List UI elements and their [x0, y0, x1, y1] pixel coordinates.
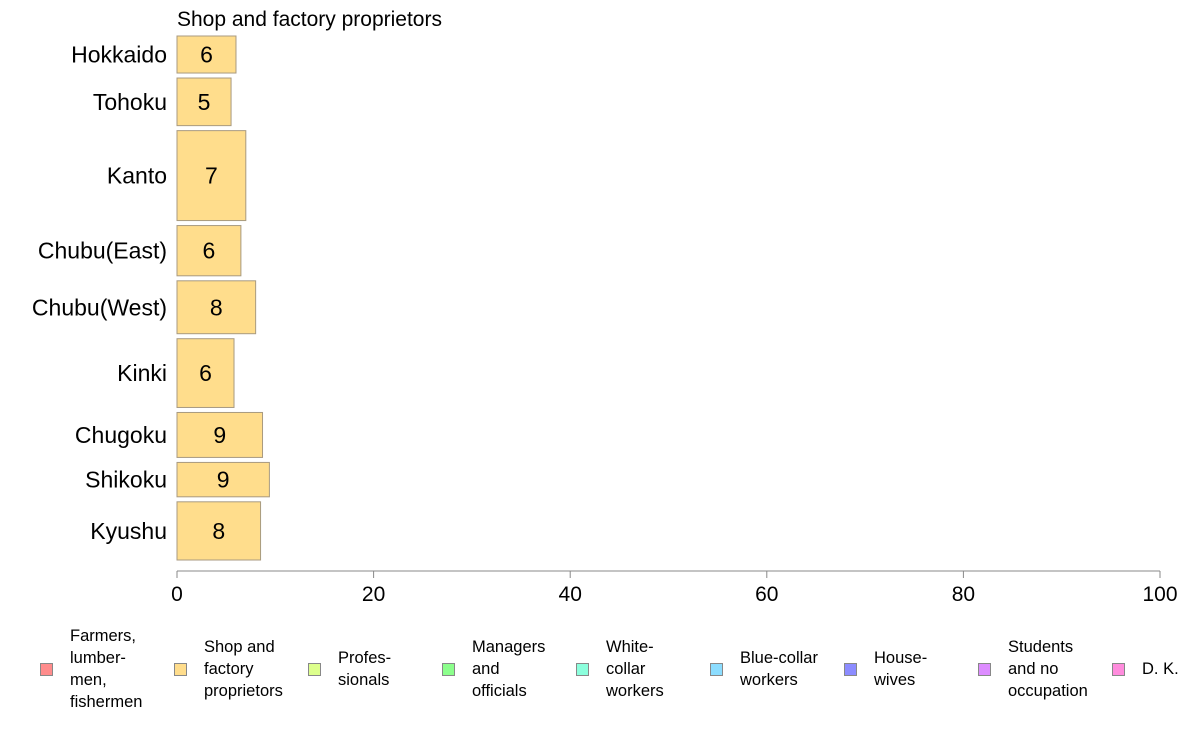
category-label: Chugoku [75, 422, 167, 448]
bar-value-label: 8 [210, 294, 223, 320]
bar-value-label: 9 [213, 422, 226, 448]
legend-label: Managers and officials [472, 638, 546, 700]
bar [176, 461, 270, 498]
bar-value-label: 5 [198, 89, 211, 115]
legend-swatch [308, 662, 321, 676]
legend: Farmers, lumber- men, fishermen Shop and … [28, 624, 1188, 724]
legend-item: Students and no occupation [978, 624, 1088, 714]
legend-swatch [40, 662, 53, 676]
bar-value-label: 6 [200, 42, 213, 68]
legend-swatch [442, 662, 455, 676]
bar-value-label: 7 [205, 163, 218, 189]
category-label: Tohoku [93, 89, 167, 115]
legend-item: House- wives [844, 624, 927, 714]
x-tick-label: 60 [755, 583, 778, 606]
legend-item: Farmers, lumber- men, fishermen [40, 624, 142, 714]
x-tick-label: 0 [171, 583, 183, 606]
legend-item: White- collar workers [576, 624, 664, 714]
legend-swatch [174, 662, 187, 676]
legend-label: Farmers, lumber- men, fishermen [70, 627, 143, 711]
legend-swatch [978, 662, 991, 676]
legend-swatch [1112, 662, 1125, 676]
bar [176, 411, 264, 458]
bar [176, 130, 247, 222]
category-label: Chubu(West) [32, 294, 167, 320]
x-tick-label: 100 [1142, 583, 1177, 606]
legend-label: Blue-collar workers [740, 649, 818, 689]
legend-item: D. K. [1112, 624, 1179, 714]
legend-swatch [576, 662, 589, 676]
legend-label: White- collar workers [606, 638, 664, 700]
x-tick-label: 20 [362, 583, 385, 606]
category-label: Kanto [107, 163, 167, 189]
x-tick-label: 80 [952, 583, 975, 606]
legend-swatch [710, 662, 723, 676]
legend-label: Profes- sionals [338, 649, 392, 689]
bar [176, 280, 257, 335]
x-tick-label: 40 [559, 583, 582, 606]
legend-swatch [844, 662, 857, 676]
legend-label: D. K. [1142, 660, 1179, 678]
category-label: Kyushu [90, 518, 167, 544]
legend-label: Students and no occupation [1008, 638, 1088, 700]
bar-value-label: 9 [217, 467, 230, 493]
bar-value-label: 6 [203, 238, 216, 264]
legend-label: Shop and factory proprietors [204, 638, 283, 700]
bar-value-label: 8 [212, 518, 225, 544]
category-label: Shikoku [85, 467, 167, 493]
legend-item: Managers and officials [442, 624, 545, 714]
category-label: Hokkaido [71, 42, 167, 68]
bar [176, 501, 262, 561]
bar [176, 77, 232, 127]
category-label: Chubu(East) [38, 238, 167, 264]
bar [176, 225, 242, 277]
bar-value-label: 6 [199, 360, 212, 386]
legend-item: Blue-collar workers [710, 624, 818, 714]
category-label: Kinki [117, 360, 167, 386]
bar [176, 35, 237, 74]
legend-item: Profes- sionals [308, 624, 391, 714]
chart-title: Shop and factory proprietors [177, 8, 442, 31]
legend-label: House- wives [874, 649, 928, 689]
bar [176, 338, 235, 408]
legend-item: Shop and factory proprietors [174, 624, 283, 714]
